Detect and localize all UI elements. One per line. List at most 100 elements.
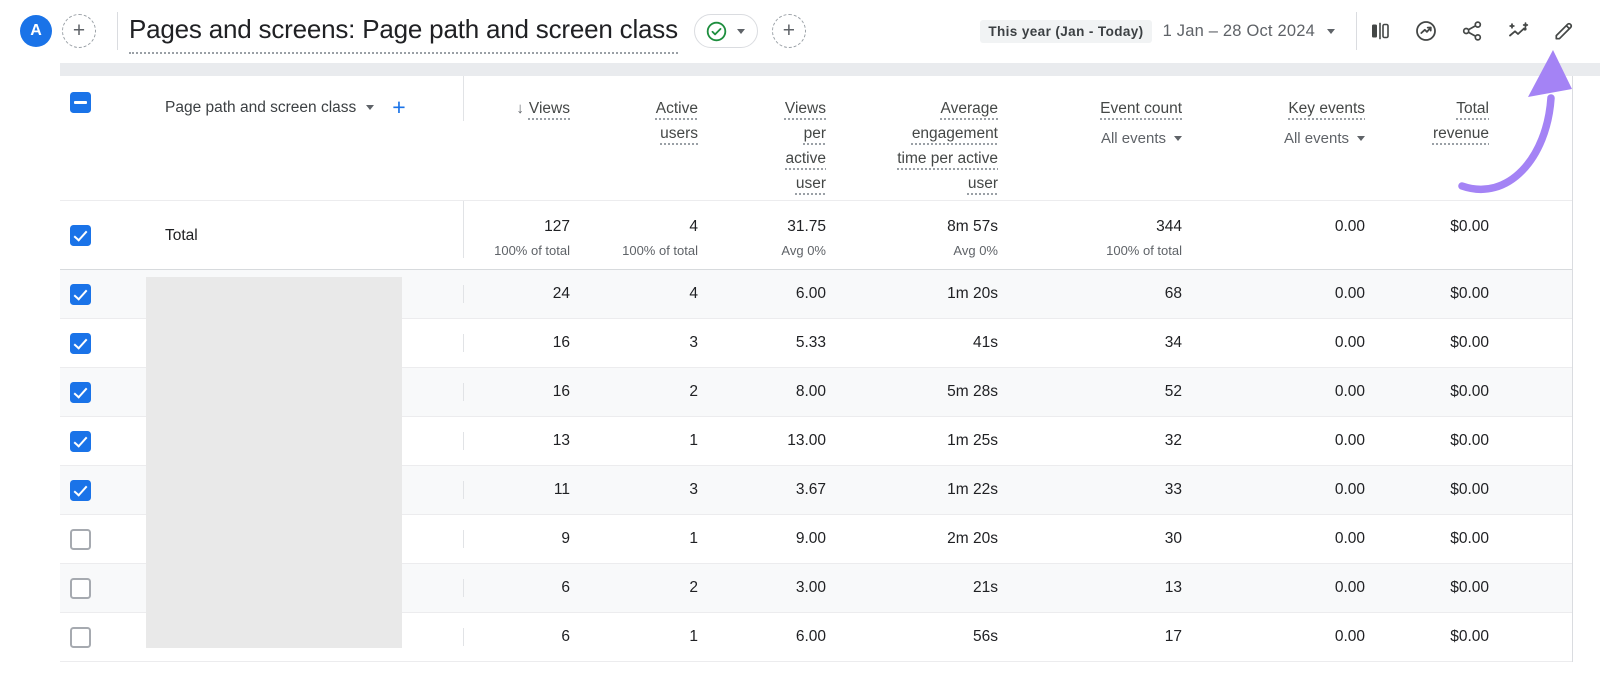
avg-engagement-value: 5m 28s: [947, 383, 998, 400]
key-events-filter[interactable]: All events: [1284, 130, 1365, 147]
row-checkbox[interactable]: [70, 283, 91, 305]
views-per-user-header-label[interactable]: Views per active user: [784, 100, 826, 192]
row-checkbox-cell: [60, 332, 108, 354]
event-count-header-label[interactable]: Event count: [1100, 100, 1182, 117]
comparison-icon[interactable]: [1368, 19, 1392, 43]
avg-engagement-value: 1m 22s: [947, 481, 998, 498]
column-header-views: ↓ Views: [463, 76, 582, 121]
views-per-user-value: 3.67: [795, 481, 826, 498]
total-views: 127 100% of total: [463, 201, 582, 258]
insights-circle-icon[interactable]: [1414, 19, 1438, 43]
event-count-filter[interactable]: All events: [1101, 130, 1182, 147]
total-active-users: 4 100% of total: [622, 218, 698, 258]
row-checkbox[interactable]: [70, 577, 91, 599]
date-range-value[interactable]: 1 Jan – 28 Oct 2024: [1162, 21, 1315, 40]
views-per-user-value: 13.00: [787, 432, 826, 449]
avg-engagement-value: 1m 20s: [947, 285, 998, 302]
key-events-value: 0.00: [1334, 432, 1365, 449]
views-value: 24: [463, 285, 582, 303]
views-per-user-value: 6.00: [795, 628, 826, 645]
top-bar-right: This year (Jan - Today) 1 Jan – 28 Oct 2…: [980, 12, 1600, 50]
row-checkbox[interactable]: [70, 479, 91, 501]
chevron-down-icon: [1357, 136, 1365, 141]
date-preset-label[interactable]: This year (Jan - Today): [980, 19, 1152, 43]
key-events-value: 0.00: [1334, 481, 1365, 498]
check-circle-icon: [705, 20, 728, 43]
select-all-cell: [60, 76, 108, 118]
key-events-value: 0.00: [1334, 334, 1365, 351]
dimension-header[interactable]: Page path and screen class +: [108, 76, 463, 119]
views-per-user-value: 5.33: [795, 334, 826, 351]
active-users-value: 3: [689, 481, 698, 498]
key-events-header-label[interactable]: Key events: [1288, 100, 1365, 117]
row-checkbox-cell: [60, 528, 108, 550]
add-comparison-button[interactable]: +: [771, 14, 806, 48]
avatar[interactable]: A: [20, 15, 52, 47]
total-revenue-value: $0.00: [1450, 334, 1489, 351]
active-users-value: 1: [689, 530, 698, 547]
key-events-value: 0.00: [1334, 383, 1365, 400]
insights-sparkle-icon[interactable]: [1506, 19, 1530, 43]
table-row: 8 6 1 6.00 56s 17 0.00 $0.00: [60, 613, 1572, 662]
total-checkbox-cell: [60, 201, 108, 251]
report-title[interactable]: Pages and screens: Page path and screen …: [129, 14, 678, 54]
key-events-value: 0.00: [1334, 530, 1365, 547]
add-audience-button[interactable]: +: [62, 14, 96, 48]
row-checkbox[interactable]: [70, 381, 91, 403]
table-row: 6 9 1 9.00 2m 20s 30 0.00 $0.00: [60, 515, 1572, 564]
avg-engagement-value: 21s: [973, 579, 998, 596]
event-count-value: 30: [1164, 530, 1182, 547]
top-bar: A + Pages and screens: Page path and scr…: [0, 0, 1600, 62]
share-icon[interactable]: [1460, 19, 1484, 43]
divider: [1356, 12, 1357, 50]
active-users-value: 1: [689, 628, 698, 645]
edit-pencil-icon[interactable]: [1552, 19, 1576, 43]
date-range-chevron-icon[interactable]: [1327, 28, 1335, 34]
active-users-value: 1: [689, 432, 698, 449]
total-row-checkbox[interactable]: [70, 225, 91, 246]
row-checkbox-cell: [60, 430, 108, 452]
row-checkbox[interactable]: [70, 626, 91, 648]
dimension-header-label[interactable]: Page path and screen class: [165, 98, 357, 116]
event-count-value: 32: [1164, 432, 1182, 449]
event-count-value: 13: [1164, 579, 1182, 596]
total-revenue-value: $0.00: [1450, 285, 1489, 302]
total-key-events: 0.00: [1334, 218, 1365, 235]
views-per-user-value: 8.00: [795, 383, 826, 400]
total-row: Total 127 100% of total 4 100% of total 31…: [60, 200, 1572, 270]
table-header-row: Page path and screen class + ↓ Views Acti…: [60, 76, 1572, 200]
event-count-value: 34: [1164, 334, 1182, 351]
row-checkbox-cell: [60, 381, 108, 403]
column-header-views-per-user: Views per active user: [710, 76, 838, 196]
views-header-label[interactable]: ↓ Views: [516, 96, 570, 121]
avg-engagement-header-label[interactable]: Average engagement time per active user: [897, 100, 998, 192]
views-value: 11: [463, 481, 582, 499]
key-events-value: 0.00: [1334, 579, 1365, 596]
active-users-value: 2: [689, 383, 698, 400]
active-users-header-label[interactable]: Active users: [655, 100, 698, 142]
row-checkbox[interactable]: [70, 528, 91, 550]
dimension-chevron-icon[interactable]: [366, 105, 375, 110]
total-revenue-value: $0.00: [1450, 481, 1489, 498]
row-checkbox[interactable]: [70, 332, 91, 354]
add-dimension-button[interactable]: +: [392, 94, 406, 120]
event-count-value: 52: [1164, 383, 1182, 400]
event-count-value: 68: [1164, 285, 1182, 302]
column-header-event-count: Event count All events: [1010, 76, 1194, 147]
active-users-value: 3: [689, 334, 698, 351]
avg-engagement-value: 1m 25s: [947, 432, 998, 449]
total-revenue-header-label[interactable]: Total revenue: [1432, 100, 1489, 142]
total-revenue: $0.00: [1450, 218, 1489, 235]
event-count-value: 17: [1164, 628, 1182, 645]
table-row: 4 13 1 13.00 1m 25s 32 0.00 $0.00: [60, 417, 1572, 466]
total-revenue-value: $0.00: [1450, 383, 1489, 400]
report-toolbar: [1368, 19, 1576, 43]
total-avg-engagement: 8m 57s Avg 0%: [947, 218, 998, 258]
row-checkbox-cell: [60, 626, 108, 648]
row-checkbox[interactable]: [70, 430, 91, 452]
select-all-checkbox[interactable]: [70, 92, 91, 113]
row-checkbox-cell: [60, 479, 108, 501]
views-value: 16: [463, 383, 582, 401]
sort-desc-icon: ↓: [516, 100, 524, 117]
report-saved-status-pill[interactable]: [693, 14, 758, 48]
